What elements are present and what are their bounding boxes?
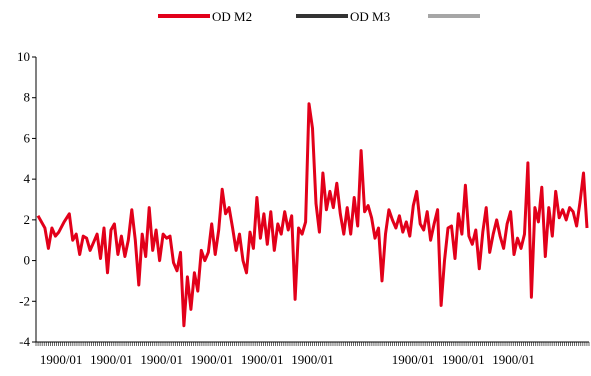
x-tick-label: 1900/01 bbox=[40, 352, 83, 367]
legend-label-od-m3: OD M3 bbox=[350, 9, 390, 24]
y-tick-label: -4 bbox=[19, 334, 30, 349]
x-tick-label: 1900/01 bbox=[90, 352, 133, 367]
legend: OD M2 OD M3 bbox=[158, 9, 480, 24]
y-tick-label: 6 bbox=[24, 130, 31, 145]
legend-label-od-m2: OD M2 bbox=[212, 9, 252, 24]
x-tick-label: 1900/01 bbox=[392, 352, 435, 367]
x-tick-label: 1900/01 bbox=[241, 352, 284, 367]
x-tick-label: 1900/01 bbox=[492, 352, 535, 367]
y-axis-ticks: -4 -2 0 2 4 6 8 10 bbox=[17, 49, 36, 349]
x-axis-ticks: 1900/01 1900/01 1900/01 1900/01 1900/01 1900/… bbox=[35, 342, 590, 367]
series-layer bbox=[36, 102, 589, 328]
x-tick-label: 1900/01 bbox=[291, 352, 334, 367]
y-tick-label: 0 bbox=[24, 253, 31, 268]
y-tick-label: 2 bbox=[24, 212, 31, 227]
y-tick-label: 4 bbox=[24, 171, 31, 186]
series-line-od-m2 bbox=[36, 102, 589, 328]
y-tick-label: 8 bbox=[24, 90, 31, 105]
y-tick-label: 10 bbox=[17, 49, 30, 64]
y-tick-label: -2 bbox=[19, 293, 30, 308]
x-tick-label: 1900/01 bbox=[442, 352, 485, 367]
x-tick-label: 1900/01 bbox=[191, 352, 234, 367]
axes bbox=[35, 57, 589, 343]
x-tick-label: 1900/01 bbox=[140, 352, 183, 367]
